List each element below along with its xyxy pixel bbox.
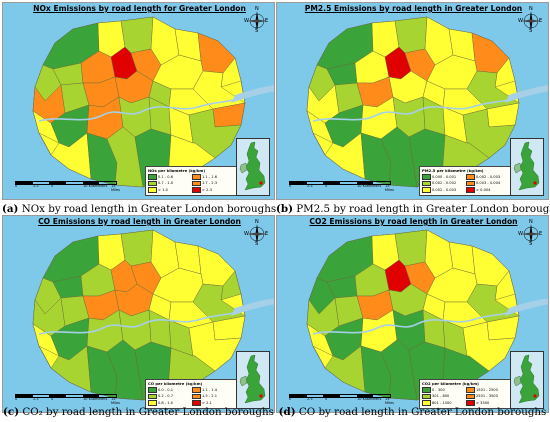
scale-label: 2.5: [307, 397, 313, 401]
map-panel-pm25: PM2.5 Emissions by road length in Greate…: [276, 2, 549, 200]
legend: NOx per kilometre (kg/km) 0.1 - 0.6 1.1 -…: [145, 166, 237, 196]
borough-map: [32, 16, 274, 188]
scale-label: 0: [15, 184, 18, 188]
legend-item: 1.1 - 1.4: [192, 387, 234, 393]
legend-item: 301 - 800: [422, 393, 464, 399]
legend-item: 0.2 - 0.7: [148, 393, 190, 399]
map-title: PM2.5 Emissions by road length in Greate…: [304, 4, 523, 13]
legend-title: CO per kilometre (kg/km): [148, 381, 203, 386]
legend-title: NOx per kilometre (kg/km): [148, 168, 206, 173]
uk-inset-map: [510, 138, 544, 196]
scale-label: 10 Kilometers: [357, 397, 382, 401]
borough-map: [306, 16, 548, 188]
scale-bar: 0 2.5 5 10 Kilometers 15 Miles: [289, 394, 399, 405]
scale-label: 15 Miles: [385, 397, 394, 405]
thames-estuary: [231, 298, 274, 316]
scale-label: 0: [289, 184, 292, 188]
legend-item: 0.8 - 1.0: [148, 400, 190, 406]
map-panel-co: CO Emissions by road length in Greater L…: [2, 215, 275, 413]
legend: PM2.5 per kilometre (kg/km) 0.000 - 0.00…: [419, 166, 511, 196]
legend-item: 1.1 - 1.6: [192, 174, 234, 180]
legend-item: 0.002 - 0.003: [466, 174, 508, 180]
map-title: NOx Emissions by road length for Greater…: [33, 4, 246, 13]
borough-map: [306, 229, 548, 401]
legend-item: > 3500: [466, 400, 508, 406]
caption-a: (a) NOx by road length in Greater London…: [2, 203, 277, 215]
legend-item: 0.1 - 0.6: [148, 174, 190, 180]
legend-item: > 2.1: [192, 400, 234, 406]
caption-d: (d) CO by road length in Greater London …: [278, 406, 547, 418]
thames-estuary: [505, 298, 548, 316]
legend-item: 1.5 - 2.1: [192, 393, 234, 399]
legend-item: 1501 - 2500: [466, 387, 508, 393]
map-panel-co2: CO2 Emissions by road length in Greater …: [276, 215, 549, 413]
legend-item: 1.7 - 2.3: [192, 180, 234, 186]
legend-item: 0.002 - 0.003: [422, 187, 464, 193]
legend-item: 0.002 - 0.002: [422, 180, 464, 186]
legend-item: 0.000 - 0.001: [422, 174, 464, 180]
scale-label: 15 Miles: [385, 184, 394, 192]
scale-label: 0: [289, 397, 292, 401]
legend: CO per kilometre (kg/km) 0.0 - 0.1 1.1 - …: [145, 379, 237, 409]
legend-item: 801 - 1500: [422, 400, 464, 406]
scale-label: 10 Kilometers: [83, 397, 108, 401]
scale-label: 5: [325, 184, 328, 188]
scale-label: 10 Kilometers: [357, 184, 382, 188]
map-title: CO2 Emissions by road length in Greater …: [309, 217, 518, 226]
thames-estuary: [505, 85, 548, 103]
legend-title: CO2 per kilometre (kg/km): [422, 381, 479, 386]
legend-item: 0.0 - 0.1: [148, 387, 190, 393]
legend-item: > 2.3: [192, 187, 234, 193]
scale-label: 2.5: [33, 397, 39, 401]
uk-inset-map: [236, 351, 270, 409]
uk-inset-map: [236, 138, 270, 196]
scale-label: 5: [51, 397, 54, 401]
legend-item: > 1.0: [148, 187, 190, 193]
thames-estuary: [231, 85, 274, 103]
scale-label: 0: [15, 397, 18, 401]
caption-c: (c) CO₂ by road length in Greater London…: [3, 406, 274, 418]
scale-label: 15 Miles: [111, 397, 120, 405]
legend-item: 2501 - 3500: [466, 393, 508, 399]
legend: CO2 per kilometre (kg/km) 0 - 300 1501 - …: [419, 379, 511, 409]
scale-label: 2.5: [307, 184, 313, 188]
legend-item: 0 - 300: [422, 387, 464, 393]
scale-label: 5: [325, 397, 328, 401]
scale-label: 10 Kilometers: [83, 184, 108, 188]
legend-item: 0.003 - 0.004: [466, 180, 508, 186]
scale-label: 2.5: [33, 184, 39, 188]
borough-map: [32, 229, 274, 401]
legend-item: > 0.004: [466, 187, 508, 193]
scale-label: 15 Miles: [111, 184, 120, 192]
scale-bar: 0 2.5 5 10 Kilometers 15 Miles: [15, 181, 125, 192]
scale-label: 5: [51, 184, 54, 188]
legend-title: PM2.5 per kilometre (kg/km): [422, 168, 484, 173]
scale-bar: 0 2.5 5 10 Kilometers 15 Miles: [15, 394, 125, 405]
legend-item: 0.7 - 1.0: [148, 180, 190, 186]
map-title: CO Emissions by road length in Greater L…: [38, 217, 241, 226]
map-panel-nox: NOx Emissions by road length for Greater…: [2, 2, 275, 200]
uk-inset-map: [510, 351, 544, 409]
caption-b: (b) PM2.5 by road length in Greater Lond…: [276, 203, 550, 215]
scale-bar: 0 2.5 5 10 Kilometers 15 Miles: [289, 181, 399, 192]
